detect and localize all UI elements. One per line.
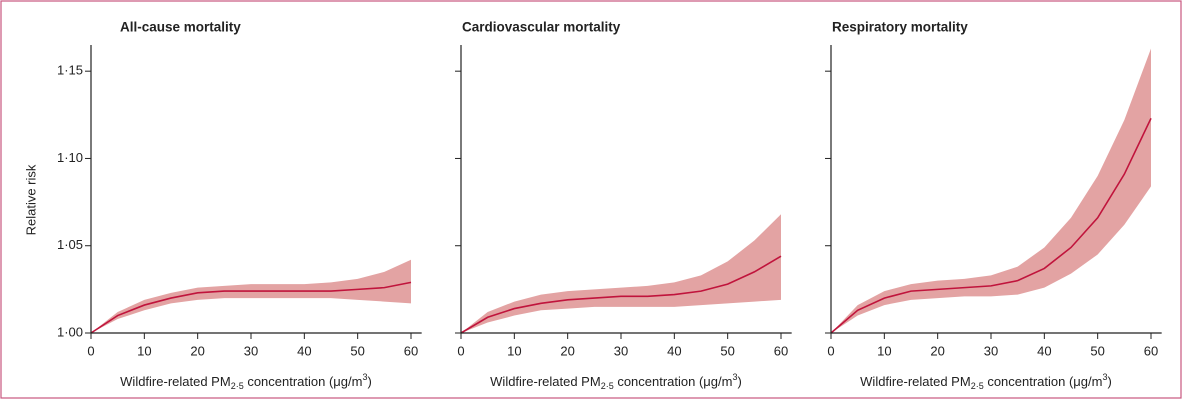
x-tick-label: 10 <box>507 343 521 358</box>
x-label-sup: 3 <box>732 372 737 382</box>
x-label-text: Wildfire-related PM <box>860 374 971 389</box>
panel-title: All-cause mortality <box>120 20 241 35</box>
x-label-text2: concentration (μg/m <box>614 374 733 389</box>
x-tick-label: 30 <box>244 343 258 358</box>
x-label-sup: 3 <box>362 372 367 382</box>
x-label-text: Wildfire-related PM <box>490 374 601 389</box>
x-tick-label: 20 <box>930 343 944 358</box>
x-tick-label: 40 <box>667 343 681 358</box>
x-tick-label: 50 <box>720 343 734 358</box>
x-tick-label: 10 <box>877 343 891 358</box>
y-tick-label: 1·10 <box>57 150 83 165</box>
panel-title: Respiratory mortality <box>832 20 968 35</box>
y-tick-label: 1·05 <box>57 237 83 252</box>
x-tick-label: 20 <box>560 343 574 358</box>
x-tick-label: 0 <box>87 343 94 358</box>
x-label-text2: concentration (μg/m <box>984 374 1103 389</box>
y-tick-label: 1·15 <box>57 63 83 78</box>
x-label-text2: concentration (μg/m <box>244 374 363 389</box>
line <box>90 281 412 334</box>
x-tick-label: 0 <box>827 343 834 358</box>
confidence-band <box>461 214 781 333</box>
x-label-end: ) <box>367 374 371 389</box>
x-tick-label: 50 <box>1090 343 1104 358</box>
x-axis-label: Wildfire-related PM2·5 concentration (μg… <box>860 372 1112 391</box>
x-tick-label: 0 <box>457 343 464 358</box>
confidence-band <box>831 48 1151 334</box>
x-tick-label: 40 <box>297 343 311 358</box>
x-label-sub: 2·5 <box>601 381 614 391</box>
x-tick-label: 60 <box>774 343 788 358</box>
x-label-sub: 2·5 <box>971 381 984 391</box>
x-axis-label: Wildfire-related PM2·5 concentration (μg… <box>120 372 372 391</box>
x-label-end: ) <box>737 374 741 389</box>
x-tick-label: 20 <box>190 343 204 358</box>
x-tick-label: 40 <box>1037 343 1051 358</box>
panel-title: Cardiovascular mortality <box>462 20 621 35</box>
line <box>460 255 782 334</box>
y-tick-label: 1·00 <box>57 324 83 339</box>
x-tick-label: 60 <box>404 343 418 358</box>
x-tick-label: 10 <box>137 343 151 358</box>
x-label-text: Wildfire-related PM <box>120 374 231 389</box>
x-label-end: ) <box>1107 374 1111 389</box>
y-axis-label: Relative risk <box>23 164 38 235</box>
x-axis-label: Wildfire-related PM2·5 concentration (μg… <box>490 372 742 391</box>
x-label-sub: 2·5 <box>231 381 244 391</box>
line <box>830 117 1152 334</box>
confidence-band <box>91 259 411 333</box>
x-label-sup: 3 <box>1102 372 1107 382</box>
x-tick-label: 30 <box>614 343 628 358</box>
x-tick-label: 60 <box>1144 343 1158 358</box>
x-tick-label: 30 <box>984 343 998 358</box>
x-tick-label: 50 <box>350 343 364 358</box>
